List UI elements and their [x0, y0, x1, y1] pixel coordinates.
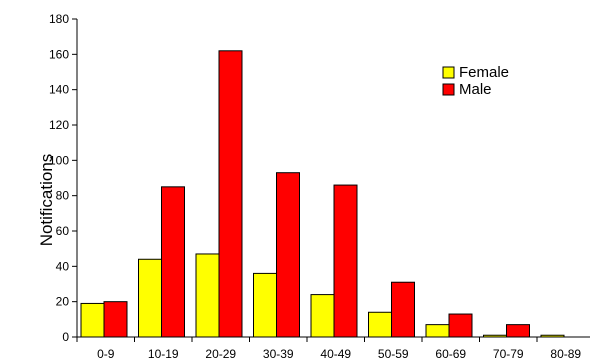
legend-label-male: Male [459, 81, 492, 98]
x-axis: 0-9 10-19 20-29 30-39 40-49 50-59 60-69 70-79 80… [76, 336, 590, 361]
x-tick-label: 30-39 [263, 347, 294, 361]
y-tick-label: 180 [49, 12, 69, 26]
y-axis: 0 20 40 60 80 100 120 140 160 180 [49, 12, 78, 344]
legend-swatch-male [442, 83, 455, 96]
bar-male-40-49 [333, 184, 358, 338]
bar-male-60-69 [448, 313, 473, 338]
bar-male-70-79 [506, 324, 530, 338]
y-tick-label: 60 [56, 224, 70, 238]
x-tick-label: 10-19 [148, 347, 179, 361]
bar-male-20-29 [218, 50, 243, 338]
x-tick-label: 40-49 [320, 347, 351, 361]
x-tick-label: 0-9 [97, 347, 115, 361]
y-tick-label: 160 [49, 47, 69, 61]
bar-female-20-29 [195, 253, 220, 338]
x-tick-label: 70-79 [493, 347, 524, 361]
y-tick-label: 0 [62, 330, 69, 344]
bar-male-10-19 [161, 186, 185, 338]
bar-male-50-59 [391, 281, 415, 338]
bar-female-10-19 [138, 258, 162, 338]
y-axis-title: Notifications [37, 154, 56, 247]
x-tick-label: 60-69 [435, 347, 466, 361]
bar-female-0-9 [80, 302, 105, 338]
x-tick-label: 20-29 [205, 347, 236, 361]
x-tick-label: 50-59 [378, 347, 409, 361]
legend-label-female: Female [459, 64, 509, 81]
y-tick-label: 100 [49, 153, 69, 167]
y-tick-label: 40 [56, 259, 70, 273]
y-tick-label: 140 [49, 83, 69, 97]
bar-female-50-59 [368, 311, 392, 338]
bar-female-60-69 [425, 324, 450, 338]
plot-area [80, 50, 565, 338]
bar-male-0-9 [103, 301, 128, 338]
bar-female-30-39 [253, 272, 277, 338]
y-tick-label: 80 [56, 189, 70, 203]
y-tick-label: 20 [56, 295, 70, 309]
legend-swatch-female [442, 66, 455, 79]
bar-female-40-49 [310, 294, 335, 338]
bar-male-30-39 [276, 172, 300, 338]
y-tick-label: 120 [49, 118, 69, 132]
x-tick-label: 80-89 [550, 347, 581, 361]
